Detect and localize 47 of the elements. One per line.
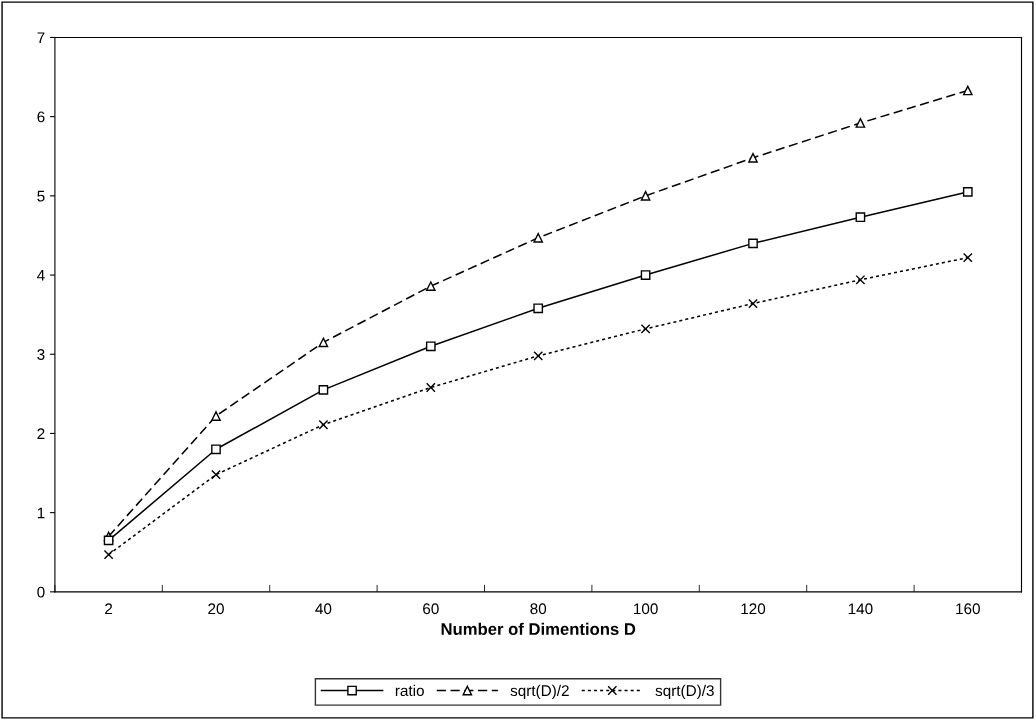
x-tick-label: 140 — [848, 603, 873, 615]
point — [211, 411, 221, 421]
x-tick-label: 20 — [208, 603, 224, 615]
point — [640, 190, 651, 201]
y-tick-label: 0 — [37, 586, 45, 598]
y-tick-label: 2 — [37, 428, 45, 439]
y-tick-label: 4 — [37, 270, 45, 281]
point — [318, 385, 329, 395]
x-tick-label: 80 — [530, 603, 547, 615]
point — [533, 350, 544, 361]
x-axis-title: Number of Dimentions D — [441, 622, 636, 635]
y-tick-label: 3 — [37, 349, 45, 360]
x-tick-label: 120 — [741, 603, 766, 615]
point — [425, 382, 436, 393]
x-tick-label: 2 — [105, 603, 113, 615]
point — [533, 303, 544, 314]
point — [962, 85, 973, 96]
legend-label: sqrt(D)/3 — [655, 684, 714, 700]
point — [318, 337, 329, 348]
point — [103, 549, 114, 560]
y-tick-label: 5 — [37, 190, 45, 202]
x-tick-label: 100 — [634, 603, 658, 615]
point — [533, 232, 544, 243]
point — [640, 324, 651, 334]
x-tick-label: 40 — [315, 603, 332, 615]
point — [748, 238, 758, 249]
point — [962, 252, 973, 263]
x-tick-label: 60 — [423, 603, 439, 615]
legend-label: sqrt(D)/2 — [510, 684, 569, 700]
point — [748, 298, 758, 309]
point — [855, 212, 866, 223]
point — [211, 444, 221, 455]
point — [640, 270, 651, 280]
point — [211, 469, 221, 480]
point — [855, 274, 866, 285]
y-tick-label: 6 — [37, 111, 45, 123]
point — [318, 419, 329, 430]
x-tick-label: 160 — [956, 603, 980, 615]
point — [855, 118, 866, 128]
point — [425, 341, 436, 352]
point — [962, 187, 973, 197]
point — [103, 535, 114, 546]
y-tick-label: 1 — [37, 507, 45, 519]
point — [748, 152, 758, 163]
point — [425, 281, 436, 291]
y-tick-label: 7 — [37, 32, 45, 43]
legend-label: ratio — [395, 684, 424, 697]
